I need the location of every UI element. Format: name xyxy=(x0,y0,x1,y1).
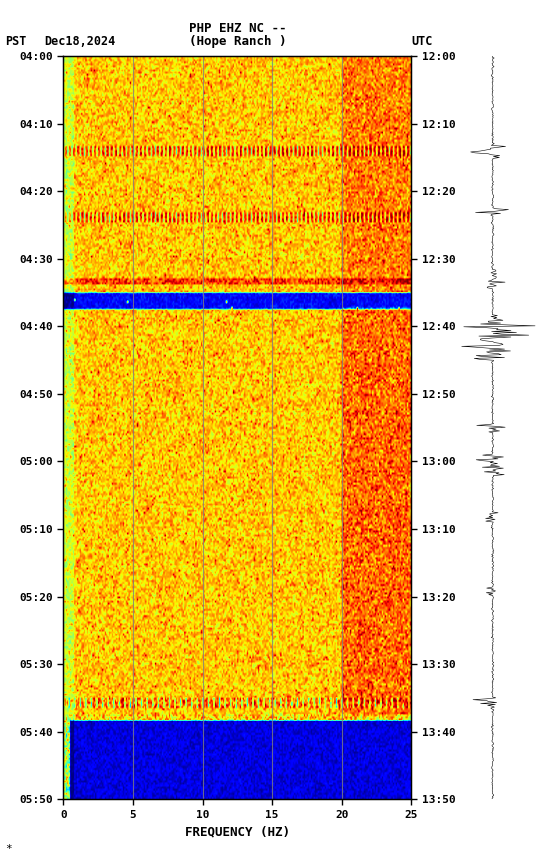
Text: *: * xyxy=(6,843,12,854)
Text: PST: PST xyxy=(6,35,27,48)
Text: PHP EHZ NC --: PHP EHZ NC -- xyxy=(189,22,286,35)
X-axis label: FREQUENCY (HZ): FREQUENCY (HZ) xyxy=(185,825,290,838)
Text: UTC: UTC xyxy=(411,35,433,48)
Text: (Hope Ranch ): (Hope Ranch ) xyxy=(189,35,286,48)
Text: Dec18,2024: Dec18,2024 xyxy=(44,35,115,48)
